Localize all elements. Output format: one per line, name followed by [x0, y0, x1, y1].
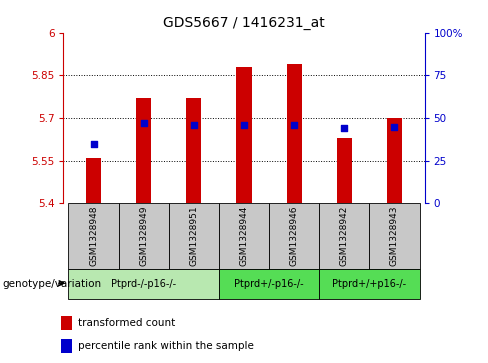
Bar [186, 98, 202, 203]
Text: Ptprd+/-p16-/-: Ptprd+/-p16-/- [234, 279, 304, 289]
Bar [219, 269, 319, 299]
Bar [68, 269, 219, 299]
Bar [86, 158, 101, 203]
Text: GSM1328943: GSM1328943 [390, 206, 399, 266]
Text: transformed count: transformed count [78, 318, 175, 328]
Text: GSM1328948: GSM1328948 [89, 206, 98, 266]
Bar [286, 64, 302, 203]
Bar [136, 98, 151, 203]
Point [341, 125, 348, 131]
Bar [219, 203, 269, 269]
Text: Ptprd-/-p16-/-: Ptprd-/-p16-/- [111, 279, 176, 289]
Text: GSM1328944: GSM1328944 [240, 206, 248, 266]
Text: genotype/variation: genotype/variation [2, 279, 102, 289]
Bar [369, 203, 420, 269]
Point [190, 122, 198, 128]
Point [390, 123, 398, 129]
Bar [61, 316, 72, 330]
Text: GSM1328946: GSM1328946 [290, 206, 299, 266]
Bar [319, 203, 369, 269]
Text: GSM1328942: GSM1328942 [340, 206, 349, 266]
Point [90, 140, 98, 146]
Point [140, 120, 147, 126]
Bar [269, 203, 319, 269]
Bar [119, 203, 169, 269]
Text: Ptprd+/+p16-/-: Ptprd+/+p16-/- [332, 279, 407, 289]
Bar [169, 203, 219, 269]
Text: percentile rank within the sample: percentile rank within the sample [78, 341, 254, 351]
Bar [319, 269, 420, 299]
Bar [337, 138, 352, 203]
Title: GDS5667 / 1416231_at: GDS5667 / 1416231_at [163, 16, 325, 30]
Point [290, 122, 298, 128]
Bar [61, 339, 72, 353]
Text: GSM1328949: GSM1328949 [139, 206, 148, 266]
Bar [387, 118, 402, 203]
Point [240, 122, 248, 128]
Bar [237, 67, 251, 203]
Bar [68, 203, 119, 269]
Text: GSM1328951: GSM1328951 [189, 205, 198, 266]
